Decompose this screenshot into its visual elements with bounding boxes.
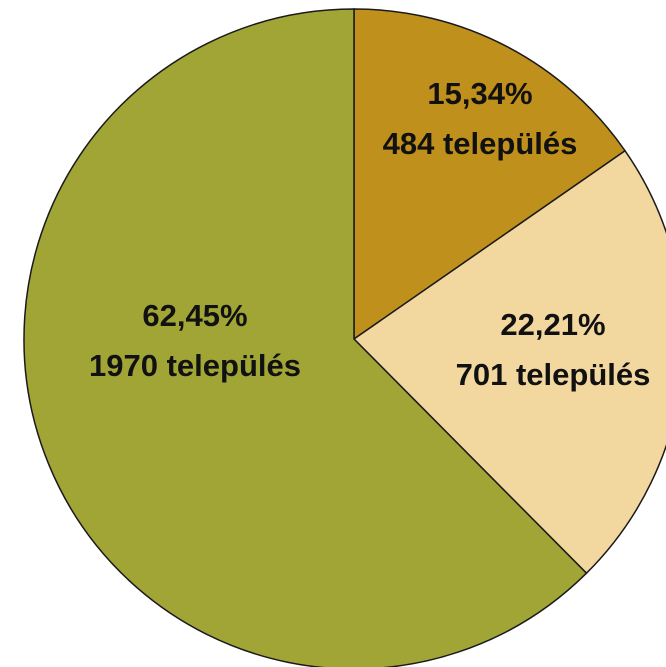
pie-labels: 15,34% 484 település 22,21% 701 település 62… (89, 76, 650, 392)
slice-2-percent-label: 22,21% (500, 307, 605, 342)
slice-1-percent-label: 15,34% (427, 76, 532, 111)
slice-3-percent-label: 62,45% (142, 298, 247, 333)
slice-1-count-label: 484 település (383, 126, 578, 161)
pie-slice-1 (353, 8, 627, 341)
slice-3-count-label: 1970 település (89, 348, 301, 383)
pie-slices (23, 8, 666, 667)
pie-slice-2 (352, 149, 666, 575)
pie-slice-3 (23, 8, 588, 667)
slice-2-count-label: 701 település (456, 357, 651, 392)
